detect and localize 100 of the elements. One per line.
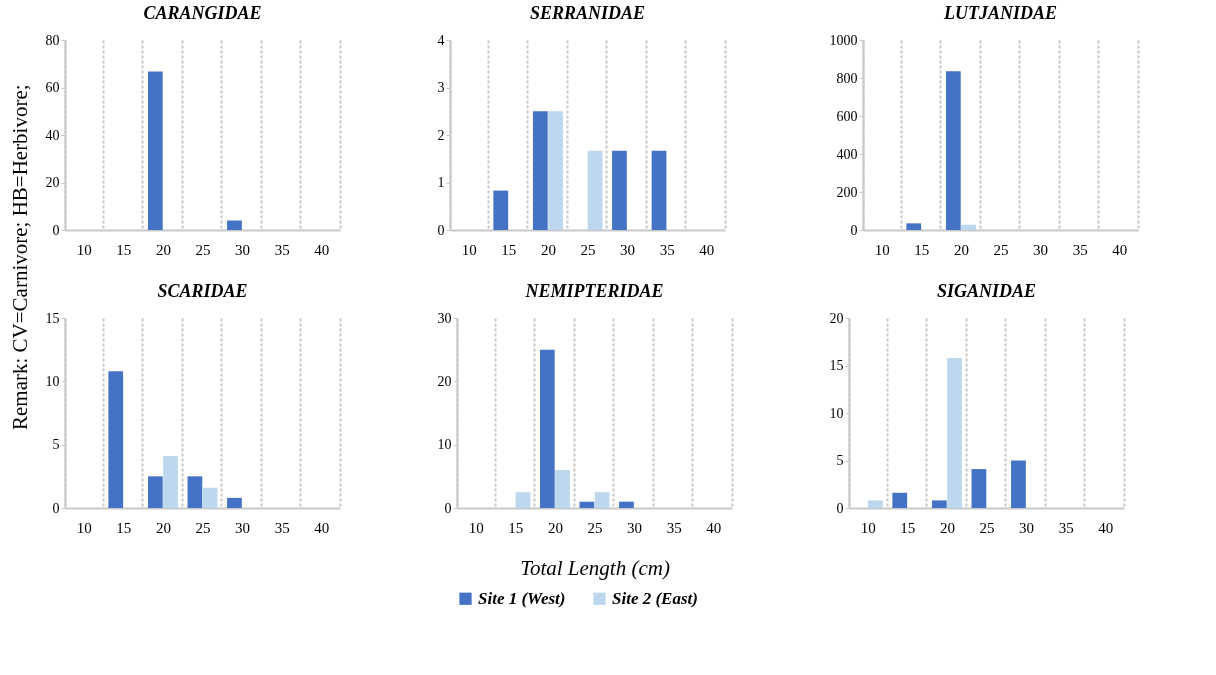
x-tick-label: 35 (274, 241, 290, 258)
bar (651, 150, 667, 230)
y-tick-label: 4 (437, 32, 445, 48)
x-tick-label: 40 (1098, 519, 1114, 536)
x-tick-label: 20 (547, 519, 563, 536)
legend-label: Site 1 (West) (478, 588, 566, 608)
x-tick-label: 35 (1058, 519, 1074, 536)
x-tick-label: 35 (1072, 241, 1088, 258)
x-tick-label: 15 (914, 241, 930, 258)
y-tick-label: 3 (437, 80, 445, 95)
y-tick-label: 10 (829, 405, 844, 421)
bar (548, 111, 563, 230)
bar (971, 469, 987, 508)
x-tick-label: 25 (195, 241, 211, 258)
bar (108, 371, 124, 508)
x-tick-label: 40 (699, 241, 715, 258)
x-tick-label: 25 (587, 519, 603, 536)
bar (947, 357, 962, 508)
y-tick-label: 30 (437, 310, 452, 326)
y-tick-label: 0 (52, 500, 60, 516)
bar (619, 501, 634, 508)
x-tick-label: 15 (501, 241, 517, 258)
bar (594, 492, 610, 508)
x-tick-label: 20 (540, 241, 556, 258)
y-tick-label: 15 (829, 358, 844, 373)
x-tick-label: 10 (461, 241, 477, 258)
bar (202, 487, 218, 508)
y-tick-label: 0 (836, 500, 844, 516)
legend-label: Site 2 (East) (612, 588, 698, 608)
bar (515, 492, 531, 508)
bar (1011, 460, 1026, 508)
x-tick-label: 25 (993, 241, 1009, 258)
x-tick-label: 10 (76, 241, 92, 258)
bar (612, 150, 627, 230)
x-tick-label: 40 (314, 519, 330, 536)
y-tick-label: 1000 (829, 32, 858, 48)
bar (493, 190, 509, 230)
x-tick-label: 25 (580, 241, 596, 258)
y-tick-label: 10 (437, 437, 452, 453)
y-tick-label: 20 (829, 310, 844, 326)
y-tick-label: 20 (45, 175, 60, 190)
y-tick-label: 5 (52, 437, 60, 453)
y-tick-label: 200 (836, 184, 858, 200)
x-tick-label: 20 (155, 241, 171, 258)
bar (587, 150, 603, 230)
x-tick-label: 35 (659, 241, 675, 258)
chart-title: CARANGIDAE (143, 3, 262, 23)
chart-title: SIGANIDAE (936, 281, 1037, 301)
x-tick-label: 15 (900, 519, 916, 536)
bar (961, 224, 976, 230)
x-tick-label: 30 (235, 519, 251, 536)
x-tick-label: 35 (666, 519, 682, 536)
x-tick-label: 25 (195, 519, 211, 536)
bar (892, 492, 908, 508)
y-tick-label: 0 (850, 222, 858, 238)
y-tick-label: 60 (45, 80, 60, 95)
y-tick-label: 15 (45, 310, 60, 326)
x-tick-label: 35 (274, 519, 290, 536)
chart-title: SCARIDAE (157, 281, 248, 301)
bar (945, 71, 961, 230)
y-tick-label: 5 (836, 453, 844, 468)
x-tick-label: 20 (939, 519, 955, 536)
y-tick-label: 600 (836, 108, 858, 124)
x-tick-label: 30 (1019, 519, 1035, 536)
x-tick-label: 15 (508, 519, 524, 536)
x-tick-label: 10 (874, 241, 890, 258)
y-tick-label: 800 (836, 70, 858, 86)
x-tick-label: 20 (953, 241, 969, 258)
bar (227, 497, 242, 508)
bar (555, 470, 570, 508)
bar (906, 223, 922, 230)
x-tick-label: 40 (706, 519, 722, 536)
bar (187, 476, 203, 508)
x-axis-title: Total Length (cm) (520, 555, 670, 580)
bar (532, 111, 548, 230)
x-tick-label: 40 (314, 241, 330, 258)
x-tick-label: 15 (116, 241, 132, 258)
y-tick-label: 20 (437, 373, 452, 389)
chart-title: NEMIPTERIDAE (524, 281, 664, 301)
text: Remark: CV=Carnivore; HB=Herbivore; (8, 84, 33, 430)
bar (931, 500, 947, 508)
y-tick-label: 1 (437, 175, 445, 190)
x-tick-label: 40 (1112, 241, 1128, 258)
bar (579, 501, 595, 508)
x-tick-label: 30 (620, 241, 636, 258)
x-tick-label: 20 (155, 519, 171, 536)
x-tick-label: 15 (116, 519, 132, 536)
chart-title: LUTJANIDAE (942, 3, 1058, 23)
x-tick-label: 30 (1033, 241, 1049, 258)
x-tick-label: 10 (860, 519, 876, 536)
y-tick-label: 0 (52, 222, 60, 238)
y-tick-label: 2 (437, 127, 445, 143)
chart-title: SERRANIDAE (529, 3, 646, 23)
y-tick-label: 400 (836, 146, 858, 162)
x-tick-label: 10 (468, 519, 484, 536)
y-tick-label: 0 (437, 222, 445, 238)
bar (539, 349, 555, 508)
x-tick-label: 25 (979, 519, 995, 536)
bar (868, 500, 883, 508)
y-tick-label: 10 (45, 373, 60, 389)
